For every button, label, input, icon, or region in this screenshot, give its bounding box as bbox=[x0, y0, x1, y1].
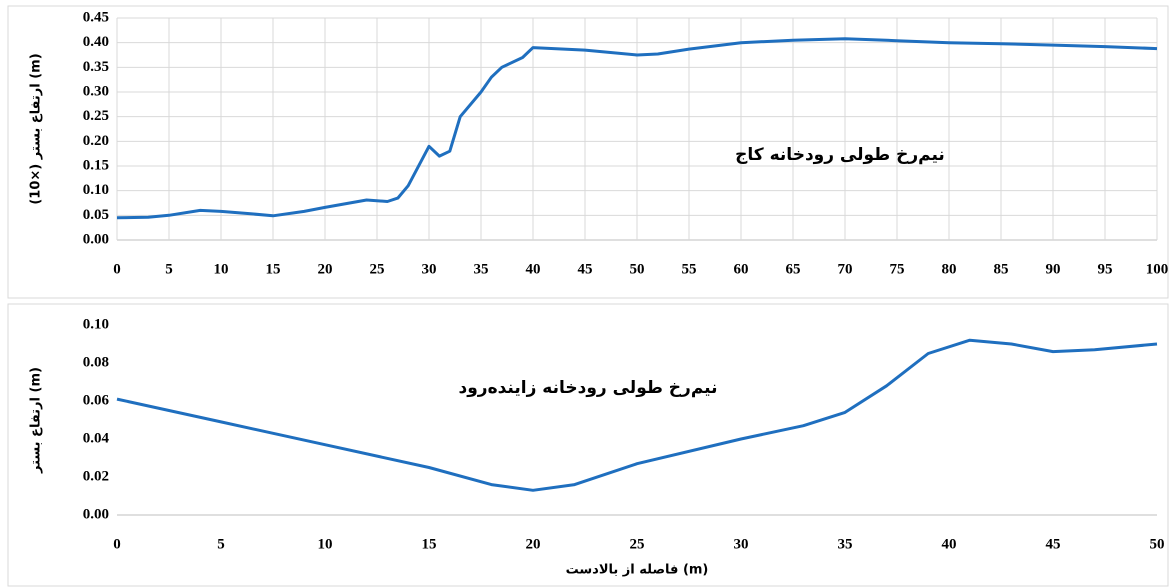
x-tick-label: 5 bbox=[165, 261, 173, 277]
annotation: نیم‌رخ طولی رودخانه زاینده‌رود bbox=[459, 378, 718, 398]
x-tick-label: 60 bbox=[734, 261, 749, 277]
x-tick-label: 40 bbox=[526, 261, 541, 277]
x-tick-label: 5 bbox=[217, 536, 225, 552]
x-tick-label: 75 bbox=[890, 261, 905, 277]
x-tick-label: 35 bbox=[838, 536, 853, 552]
line bbox=[116, 37, 1158, 220]
x-tick-label: 20 bbox=[526, 536, 541, 552]
x-tick-label: 85 bbox=[994, 261, 1009, 277]
x-tick-label: 25 bbox=[630, 536, 645, 552]
y-tick-label: 0.00 bbox=[83, 231, 109, 247]
x-tick-label: 90 bbox=[1046, 261, 1061, 277]
y-tick-label: 0.04 bbox=[83, 430, 110, 446]
x-tick-label: 30 bbox=[734, 536, 749, 552]
x-tick-label: 50 bbox=[630, 261, 645, 277]
x-tick-label: 15 bbox=[422, 536, 437, 552]
x-tick-label: 95 bbox=[1098, 261, 1113, 277]
x-tick-label: 30 bbox=[422, 261, 437, 277]
x-tick-label: 25 bbox=[370, 261, 385, 277]
line bbox=[116, 338, 1158, 492]
x-tick-label: 70 bbox=[838, 261, 853, 277]
x-tick-label: 35 bbox=[474, 261, 489, 277]
x-tick-label: 10 bbox=[318, 536, 333, 552]
y-tick-label: 0.15 bbox=[83, 157, 109, 173]
x-tick-label: 55 bbox=[682, 261, 697, 277]
x-tick-label: 0 bbox=[113, 261, 121, 277]
x-tick-label: 15 bbox=[266, 261, 281, 277]
x-tick-label: 45 bbox=[1046, 536, 1061, 552]
x-tick-label: 80 bbox=[942, 261, 957, 277]
x-tick-label: 20 bbox=[318, 261, 333, 277]
x-tick-label: 65 bbox=[786, 261, 801, 277]
y-tick-label: 0.00 bbox=[83, 506, 109, 522]
x-tick-label: 50 bbox=[1150, 536, 1165, 552]
y-tick-label: 0.08 bbox=[83, 354, 109, 370]
y-tick-label: 0.20 bbox=[83, 133, 109, 149]
chart-frame bbox=[7, 303, 1169, 587]
y-tick-label: 0.05 bbox=[83, 207, 109, 223]
y-tick-label: 0.02 bbox=[83, 468, 109, 484]
y-tick-label: 0.10 bbox=[83, 316, 109, 332]
chart-frame bbox=[7, 5, 1169, 299]
x-tick-label: 40 bbox=[942, 536, 957, 552]
x-tick-label: 100 bbox=[1146, 261, 1169, 277]
x-tick-label: 45 bbox=[578, 261, 593, 277]
y-axis-title: ارتفاع بستر (×10) (m) bbox=[29, 53, 44, 204]
y-tick-label: 0.10 bbox=[83, 182, 109, 198]
x-tick-label: 0 bbox=[113, 536, 121, 552]
y-tick-label: 0.40 bbox=[83, 34, 109, 50]
y-tick-label: 0.30 bbox=[83, 83, 109, 99]
x-axis-title: فاصله از بالادست (m) bbox=[566, 563, 709, 578]
x-tick-label: 10 bbox=[214, 261, 229, 277]
y-tick-label: 0.35 bbox=[83, 59, 109, 75]
y-tick-label: 0.06 bbox=[83, 392, 110, 408]
y-tick-label: 0.25 bbox=[83, 108, 109, 124]
annotation: نیم‌رخ طولی رودخانه کاج bbox=[735, 145, 945, 165]
y-axis-title: ارتفاع بستر (m) bbox=[29, 367, 44, 474]
y-tick-label: 0.45 bbox=[83, 9, 109, 25]
